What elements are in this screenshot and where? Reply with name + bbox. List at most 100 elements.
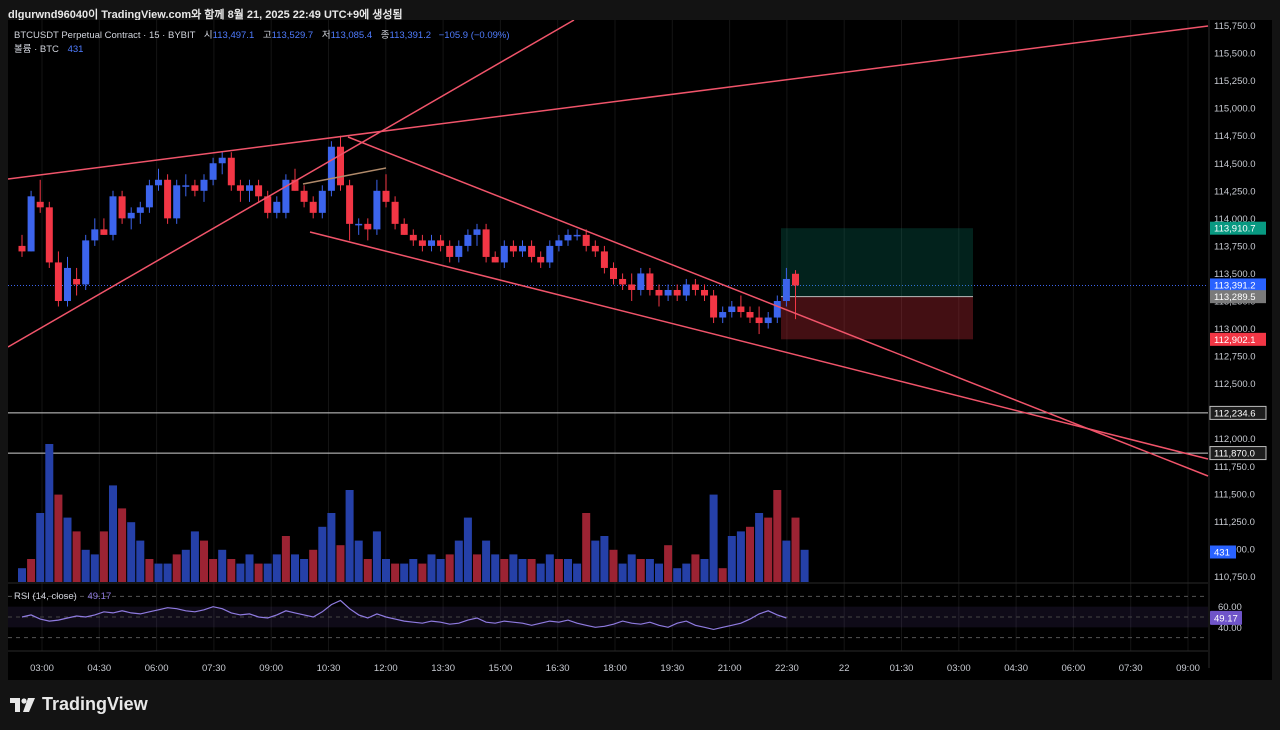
volume-bar: [209, 559, 218, 582]
volume-bar: [418, 563, 427, 582]
volume-bar: [718, 568, 727, 582]
volume-bar: [463, 517, 472, 582]
volume-bar: [400, 563, 409, 582]
volume-bar: [655, 563, 663, 582]
candle-body: [27, 196, 35, 252]
volume-bar: [664, 545, 673, 582]
long-position-tool[interactable]: [781, 228, 973, 340]
candle-body: [273, 201, 281, 213]
volume-bar: [536, 563, 545, 582]
candle-body: [300, 190, 308, 202]
volume-bar: [127, 522, 136, 582]
candle-body: [282, 179, 290, 213]
time-tick-label: 07:30: [1119, 663, 1143, 674]
candle-body: [191, 185, 199, 191]
volume-bar: [154, 563, 163, 582]
volume-bar: [200, 540, 208, 582]
candle-body: [337, 146, 344, 186]
candle-body: [355, 223, 363, 226]
volume-bar: [90, 554, 99, 582]
legend-low: 113,085.4: [331, 30, 373, 41]
volume-bar: [609, 549, 618, 582]
volume-bar: [300, 559, 309, 582]
price-tag-text: 111,870.0: [1214, 449, 1255, 460]
volume-bar: [263, 563, 272, 582]
volume-bar: [363, 559, 372, 582]
volume-bar: [163, 563, 172, 582]
volume-bar: [36, 513, 45, 582]
volume-bar: [382, 559, 390, 582]
candle-body: [264, 196, 272, 213]
volume-bar: [727, 536, 736, 582]
tradingview-logo-icon: [10, 697, 35, 712]
volume-bar: [518, 559, 527, 582]
time-tick-label: 04:30: [87, 663, 111, 674]
price-tag-text: 113,289.5: [1214, 292, 1256, 303]
price-tick-label: 115,500.0: [1214, 49, 1256, 60]
volume-bar: [800, 549, 809, 582]
legend-high: 113,529.7: [272, 30, 314, 41]
volume-bar: [746, 526, 754, 582]
volume-bar: [391, 563, 400, 582]
candle-body: [73, 278, 81, 285]
volume-bar: [181, 549, 190, 582]
time-tick-label: 16:30: [546, 663, 570, 674]
volume-bar: [318, 526, 327, 582]
candle-body: [792, 273, 799, 286]
candlestick-chart[interactable]: BTCUSDT Perpetual Contract · 15 · BYBIT …: [7, 19, 1272, 680]
price-tag-level: [1209, 405, 1267, 420]
candle-body: [182, 185, 190, 187]
volume-bar: [336, 545, 345, 582]
tradingview-brand: TradingView: [42, 694, 148, 714]
candle-body: [573, 234, 581, 237]
volume-bar: [172, 554, 181, 582]
candle-body: [600, 251, 608, 268]
candle-body: [546, 245, 554, 263]
candle-body: [710, 295, 718, 318]
volume-bar: [682, 563, 691, 582]
chart-frame: BTCUSDT Perpetual Contract · 15 · BYBIT …: [7, 19, 1272, 680]
take-profit-zone: [781, 228, 973, 297]
trend-lines[interactable]: [7, 19, 1209, 477]
price-tick-label: 115,000.0: [1214, 104, 1256, 115]
candle-body: [428, 240, 435, 246]
rsi-value-tag: [1210, 610, 1242, 625]
candle-body: [346, 185, 354, 224]
time-tick-label: 21:00: [718, 663, 742, 674]
volume-bar: [372, 531, 381, 582]
time-tick-label: 01:30: [890, 663, 914, 674]
time-tick-label: 03:00: [947, 663, 971, 674]
candle-body: [455, 245, 463, 257]
volume-badge: [1210, 545, 1236, 559]
volume-bar: [773, 490, 782, 582]
candle-body: [764, 317, 772, 324]
time-tick-label: 10:30: [317, 663, 341, 674]
volume-bar: [545, 554, 554, 582]
legend-ohlc: BTCUSDT Perpetual Contract · 15 · BYBIT …: [14, 30, 510, 41]
candle-body: [782, 278, 790, 301]
candle-body: [200, 179, 208, 191]
time-tick-label: 15:00: [489, 663, 513, 674]
volume-bar: [454, 540, 463, 582]
candle-body: [36, 201, 44, 208]
price-tag-entry: [1210, 290, 1266, 304]
legend-open-label: 시: [204, 30, 213, 41]
volume-bar: [482, 540, 491, 582]
volume-bar: [118, 508, 127, 582]
candle-body: [500, 245, 508, 263]
volume-bar: [236, 563, 245, 582]
price-tick-label: 112,000.0: [1214, 434, 1256, 445]
volume-bar: [618, 563, 627, 582]
candle-body: [409, 234, 417, 241]
price-tick-label: 110,750.0: [1214, 572, 1256, 583]
candle-body: [118, 196, 126, 219]
time-axis[interactable]: 03:00 04:30 06:00 07:30 09:00 10:30 12:00 13:30…: [8, 650, 1208, 674]
candle-body: [628, 284, 636, 290]
price-tick-label: 114,750.0: [1214, 131, 1256, 142]
volume-bar: [782, 540, 791, 582]
volume-bars: [18, 444, 809, 582]
candle-body: [537, 256, 545, 263]
candle-body: [100, 229, 108, 235]
volume-bar: [99, 531, 108, 582]
